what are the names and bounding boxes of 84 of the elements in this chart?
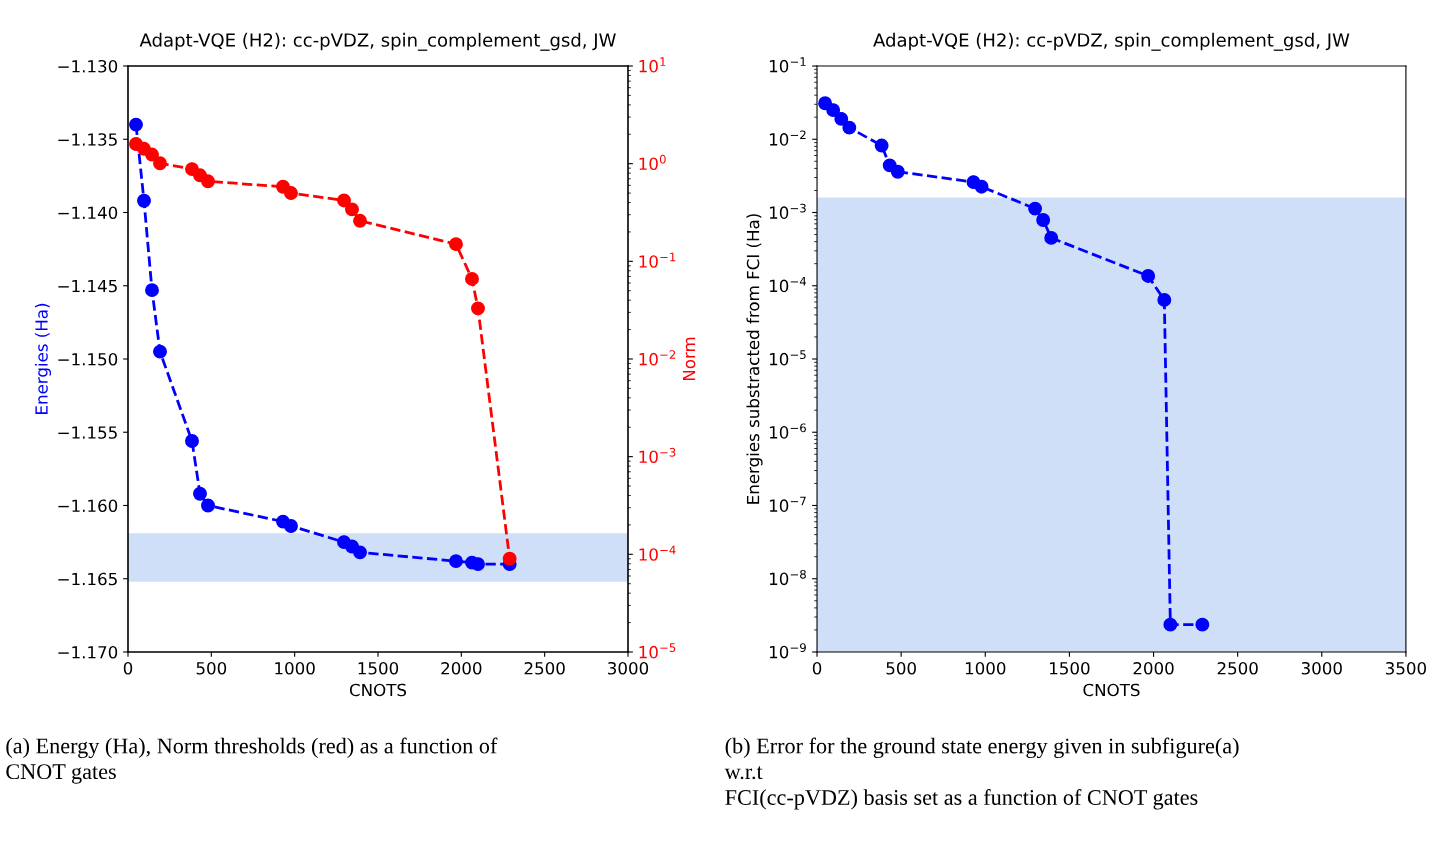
text: (b) Error for the ground state energy given in subfigure(a) w.r.t FCI(cc-pVDZ) basis set as a function of CNOT gates <box>724 737 1239 810</box>
text: (a) Energy (Ha), Norm thresholds (red) as a function of CNOT gates <box>6 737 498 784</box>
y-tick-label: −1.135 <box>58 133 117 146</box>
y2-tick-label: 10$^{−1}$ <box>639 252 676 268</box>
y-tick-label: 10$^{−2}$ <box>769 130 806 146</box>
point <box>890 164 905 179</box>
y-tick-label: 10$^{−6}$ <box>769 423 806 439</box>
point <box>465 272 479 286</box>
point <box>449 554 463 569</box>
y-tick-label: 10$^{−5}$ <box>769 350 806 366</box>
x-tick-label: 1000 <box>965 661 1006 675</box>
x-tick-label: 2500 <box>524 661 565 675</box>
point <box>1195 617 1210 632</box>
point <box>153 344 167 359</box>
y-tick-label: 10$^{−7}$ <box>769 496 806 512</box>
point <box>842 120 857 135</box>
y-tick-label: 10$^{−4}$ <box>769 277 807 293</box>
y-tick-label: −1.155 <box>58 426 117 439</box>
y-axis-title: Energies substracted from FCI (Ha) <box>746 214 763 504</box>
point <box>1036 213 1051 227</box>
x-tick-label: 2000 <box>441 661 482 675</box>
y2-axis-title: Norm <box>682 337 696 381</box>
point <box>1044 230 1059 245</box>
y2-tick-label: 10$^{0}$ <box>639 154 666 171</box>
point <box>193 486 207 501</box>
point <box>874 138 889 153</box>
x-tick-label: 0 <box>123 661 133 675</box>
x-tick-label: 500 <box>196 661 227 675</box>
chart-title: Adapt-VQE (H2): cc-pVDZ, spin_complement_gsd, JW <box>873 32 1350 51</box>
x-tick-label: 2500 <box>1217 661 1258 675</box>
y2-tick-label: 10$^{1}$ <box>639 57 666 73</box>
point <box>974 179 989 194</box>
point <box>449 237 463 252</box>
y2-tick-label: 10$^{−5}$ <box>639 643 676 659</box>
x-tick-label: 0 <box>812 661 822 675</box>
point <box>137 193 151 208</box>
y-tick-label: −1.170 <box>58 645 118 659</box>
y2-tick-label: 10$^{−3}$ <box>639 447 676 464</box>
point <box>1157 292 1172 307</box>
y-tick-label: −1.140 <box>58 206 118 220</box>
y-axis-title: Energies (Ha) <box>34 303 52 414</box>
point <box>201 174 215 189</box>
x-tick-label: 1000 <box>275 661 315 675</box>
y-tick-label: −1.150 <box>58 352 118 366</box>
y-tick-label: 10$^{−3}$ <box>769 203 806 219</box>
y-tick-label: 10$^{−8}$ <box>769 569 806 586</box>
point <box>284 186 298 201</box>
point <box>1141 269 1156 283</box>
point <box>502 551 517 566</box>
point <box>353 545 367 560</box>
point <box>826 103 841 118</box>
y2-tick-label: 10$^{−2}$ <box>639 350 676 366</box>
point <box>1028 201 1043 216</box>
y2-tick-label: 10$^{−4}$ <box>639 545 676 561</box>
point <box>471 557 485 572</box>
point <box>471 301 485 316</box>
x-tick-label: 500 <box>886 661 916 675</box>
point <box>834 111 849 126</box>
y-tick-label: 10$^{−1}$ <box>769 57 806 73</box>
point <box>284 519 298 533</box>
point <box>353 213 367 228</box>
x-tick-label: 1500 <box>358 661 399 675</box>
point <box>345 202 359 217</box>
x-tick-label: 1500 <box>1050 661 1090 675</box>
chart-title: Adapt-VQE (H2): cc-pVDZ, spin_complement_gsd, JW <box>139 32 616 51</box>
x-tick-label: 3000 <box>1301 661 1342 675</box>
point <box>201 498 215 513</box>
x-axis-title: CNOTS <box>349 683 407 697</box>
point <box>1163 617 1178 632</box>
y-tick-label: −1.145 <box>58 279 117 293</box>
x-tick-label: 3500 <box>1385 661 1427 675</box>
y-tick-label: 10$^{−9}$ <box>769 643 806 659</box>
x-tick-label: 3000 <box>608 661 649 675</box>
point <box>153 156 167 171</box>
point <box>337 193 351 208</box>
y-tick-label: −1.165 <box>58 572 117 586</box>
point <box>185 434 199 448</box>
y-tick-label: −1.130 <box>58 59 118 73</box>
y-tick-label: −1.160 <box>58 499 118 513</box>
point <box>129 117 143 132</box>
point <box>145 147 159 162</box>
point <box>145 283 159 298</box>
x-tick-label: 2000 <box>1133 661 1174 675</box>
x-axis-title: CNOTS <box>1083 683 1140 697</box>
